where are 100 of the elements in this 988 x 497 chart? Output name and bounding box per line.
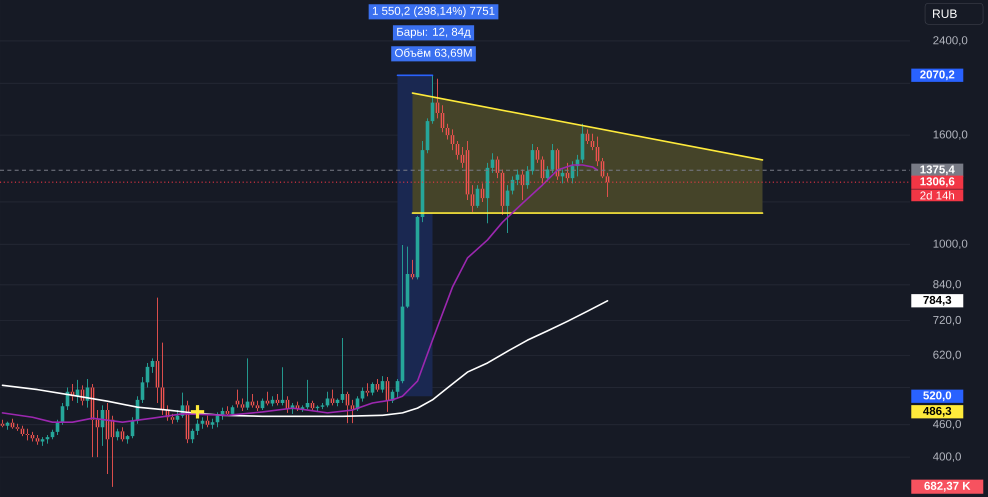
candlestick xyxy=(450,129,454,150)
candlestick xyxy=(150,358,154,373)
candlestick xyxy=(436,78,440,118)
candlestick xyxy=(256,400,260,411)
candlestick xyxy=(400,245,404,384)
candlestick xyxy=(316,405,320,411)
candlestick xyxy=(186,400,190,444)
candlestick xyxy=(370,382,374,396)
candlestick xyxy=(280,367,284,406)
candlestick xyxy=(226,406,230,416)
candlestick xyxy=(490,153,494,173)
candlestick xyxy=(600,158,604,178)
candlestick xyxy=(206,416,210,428)
candlestick xyxy=(336,398,340,406)
candlestick xyxy=(476,185,480,208)
candlestick xyxy=(260,398,264,410)
candlestick xyxy=(90,384,94,458)
candlestick xyxy=(380,376,384,393)
candlestick xyxy=(396,379,400,398)
candlestick xyxy=(310,400,314,410)
candlestick xyxy=(366,383,370,396)
annotation: Бары: 12, 84д xyxy=(397,28,471,38)
line-series xyxy=(2,164,598,423)
candlestick xyxy=(146,362,150,388)
candlestick xyxy=(456,141,460,160)
candlestick xyxy=(236,390,240,408)
candlestick xyxy=(386,376,390,412)
y-tick-label: 2400,0 xyxy=(933,36,968,46)
candlestick xyxy=(536,147,540,163)
candlestick xyxy=(200,417,204,429)
candlestick xyxy=(26,428,30,440)
candlestick xyxy=(360,387,364,402)
text: 486,3 xyxy=(923,406,952,417)
candlestick xyxy=(526,166,530,189)
candlestick xyxy=(580,124,584,163)
candlestick xyxy=(346,392,350,424)
candlestick xyxy=(116,428,120,440)
text: 520,0 xyxy=(923,391,952,402)
ref-line-label: 1306,6 xyxy=(920,177,954,188)
candlestick xyxy=(426,118,430,154)
candlestick xyxy=(46,435,50,444)
y-tick-label: 400,0 xyxy=(932,452,961,462)
candlestick xyxy=(306,380,310,410)
text: 682,37 K xyxy=(924,482,970,492)
candlestick xyxy=(496,156,500,178)
candlestick xyxy=(330,390,334,406)
candlestick xyxy=(120,427,124,442)
candlestick xyxy=(270,396,274,406)
candlestick xyxy=(36,435,40,445)
candlestick xyxy=(276,394,280,406)
candlestick xyxy=(196,420,200,436)
candlestick xyxy=(596,136,600,166)
candlestick xyxy=(410,260,414,280)
candlestick xyxy=(470,185,474,212)
y-tick-label: 460,0 xyxy=(932,420,961,430)
candlestick xyxy=(556,148,560,180)
candlestick xyxy=(520,169,524,200)
candlestick xyxy=(516,169,520,186)
candlestick xyxy=(170,414,174,424)
candlestick xyxy=(246,358,250,410)
candlestick xyxy=(340,338,344,404)
candlestick xyxy=(160,342,164,415)
annotation: 1 550,2 (298,14%) 7751 xyxy=(372,6,494,18)
candlestick xyxy=(430,75,434,124)
candlestick xyxy=(586,129,590,144)
candlestick xyxy=(210,418,214,429)
candlestick xyxy=(250,394,254,408)
candlestick xyxy=(506,185,510,233)
candlestick xyxy=(406,246,410,308)
candlestick xyxy=(606,172,610,197)
text: 2070,2 xyxy=(920,70,954,80)
candlestick xyxy=(6,422,10,430)
candlestick xyxy=(0,420,4,428)
candlestick xyxy=(540,156,544,184)
ref-line-label: 1375,4 xyxy=(920,165,955,176)
candlestick xyxy=(560,169,564,184)
text: 2d 14h xyxy=(920,191,954,200)
candlestick xyxy=(20,426,24,436)
candlestick xyxy=(10,418,14,429)
candlestick xyxy=(550,144,554,173)
candlestick xyxy=(40,437,44,446)
y-tick-label: 1600,0 xyxy=(934,130,968,140)
candlestick xyxy=(156,298,160,404)
candlestick xyxy=(30,432,34,442)
candlestick xyxy=(96,410,100,458)
candlestick xyxy=(240,398,244,411)
y-tick-label: 840,0 xyxy=(933,280,961,290)
candlestick xyxy=(126,435,130,444)
annotation: Объём 63,69M xyxy=(395,48,472,58)
text: RUB xyxy=(933,10,957,18)
candlestick xyxy=(190,428,194,444)
candlestick xyxy=(140,376,144,404)
candlestick xyxy=(480,183,484,202)
candlestick xyxy=(16,424,20,431)
y-tick-label: 620,0 xyxy=(933,350,961,360)
y-tick-label: 720,0 xyxy=(933,316,961,326)
candlestick xyxy=(590,134,594,150)
candlestick xyxy=(500,169,504,215)
text: 784,3 xyxy=(923,296,952,306)
candlestick xyxy=(440,105,444,132)
